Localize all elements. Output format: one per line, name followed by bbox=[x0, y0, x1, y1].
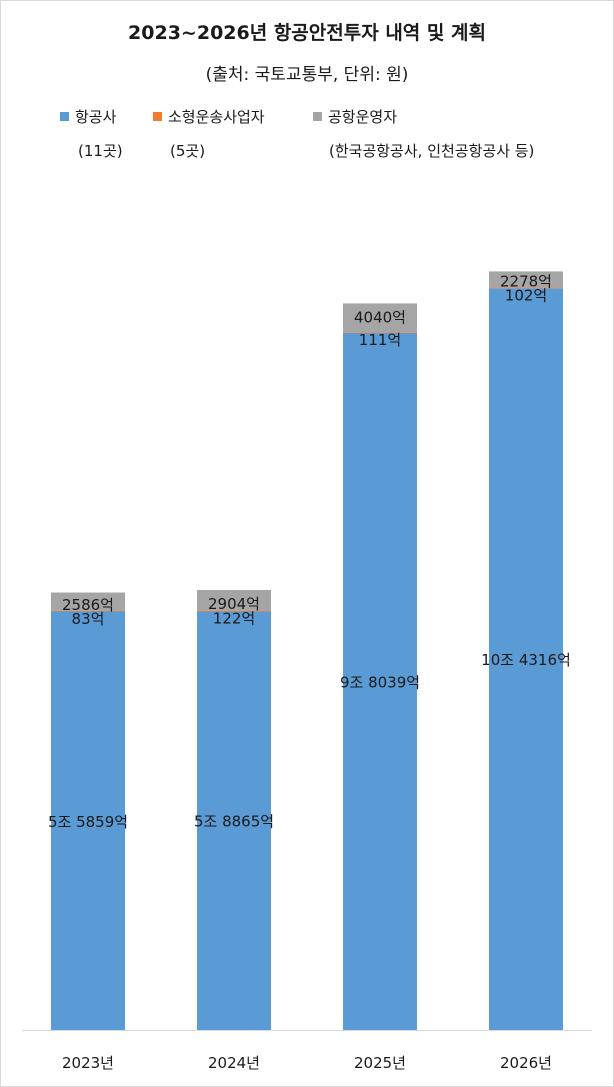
data-label-airlines-1: 5조 8865억 bbox=[194, 813, 274, 831]
data-label-small-carriers-1: 122억 bbox=[213, 610, 255, 628]
bar-segment-2026-series-0 bbox=[489, 288, 563, 1030]
legend-item-airlines: 항공사 bbox=[60, 106, 116, 127]
data-label-airport-operators-3: 2278억 bbox=[500, 273, 552, 291]
legend-note-airlines: (11곳) bbox=[78, 142, 123, 160]
bar-segment-2026-series-2 bbox=[489, 271, 563, 288]
legend-item-airport-operators: 공항운영자 bbox=[313, 106, 397, 127]
data-label-airlines-2: 9조 8039억 bbox=[340, 673, 420, 691]
x-tick-label-2: 2025년 bbox=[354, 1054, 406, 1072]
legend-label-small-carriers: 소형운송사업자 bbox=[168, 108, 265, 126]
bar-segment-2024-series-2 bbox=[197, 589, 271, 611]
legend-swatch-small-carriers bbox=[153, 112, 162, 121]
data-label-airport-operators-1: 2904억 bbox=[208, 595, 260, 613]
data-label-small-carriers-2: 111억 bbox=[359, 331, 401, 349]
bar-segment-2023-series-1 bbox=[51, 610, 125, 612]
x-tick-label-3: 2026년 bbox=[500, 1054, 552, 1072]
bar-segment-2024-series-1 bbox=[197, 610, 271, 612]
data-label-airport-operators-2: 4040억 bbox=[354, 308, 406, 326]
chart-subtitle: (출처: 국토교통부, 단위: 원) bbox=[205, 65, 409, 85]
legend-label-airlines: 항공사 bbox=[75, 108, 117, 126]
data-label-airlines-3: 10조 4316억 bbox=[481, 651, 571, 669]
legend-item-small-carriers: 소형운송사업자 bbox=[153, 106, 265, 127]
x-tick-label-1: 2024년 bbox=[208, 1054, 260, 1072]
bar-segment-2024-series-0 bbox=[197, 611, 271, 1030]
data-label-airlines-0: 5조 5859억 bbox=[48, 813, 128, 831]
data-label-airport-operators-0: 2586억 bbox=[62, 596, 114, 614]
legend-swatch-airlines bbox=[60, 112, 69, 121]
bar-segment-2023-series-0 bbox=[51, 611, 125, 1030]
chart-title: 2023~2026년 항공안전투자 내역 및 계획 bbox=[128, 22, 486, 44]
bar-segment-2023-series-2 bbox=[51, 592, 125, 611]
bar-segment-2025-series-1 bbox=[343, 332, 417, 333]
bar-segment-2026-series-1 bbox=[489, 287, 563, 289]
x-tick-label-0: 2023년 bbox=[62, 1054, 114, 1072]
data-label-small-carriers-0: 83억 bbox=[72, 610, 105, 628]
legend-note-small-carriers: (5곳) bbox=[170, 142, 206, 160]
bar-segment-2025-series-2 bbox=[343, 303, 417, 333]
data-label-small-carriers-3: 102억 bbox=[505, 287, 547, 305]
legend-note-airport-operators: (한국공항공사, 인천공항공사 등) bbox=[329, 142, 535, 160]
bar-segment-2025-series-0 bbox=[343, 332, 417, 1030]
legend-swatch-airport-operators bbox=[313, 112, 322, 121]
legend-label-airport-operators: 공항운영자 bbox=[328, 108, 398, 126]
